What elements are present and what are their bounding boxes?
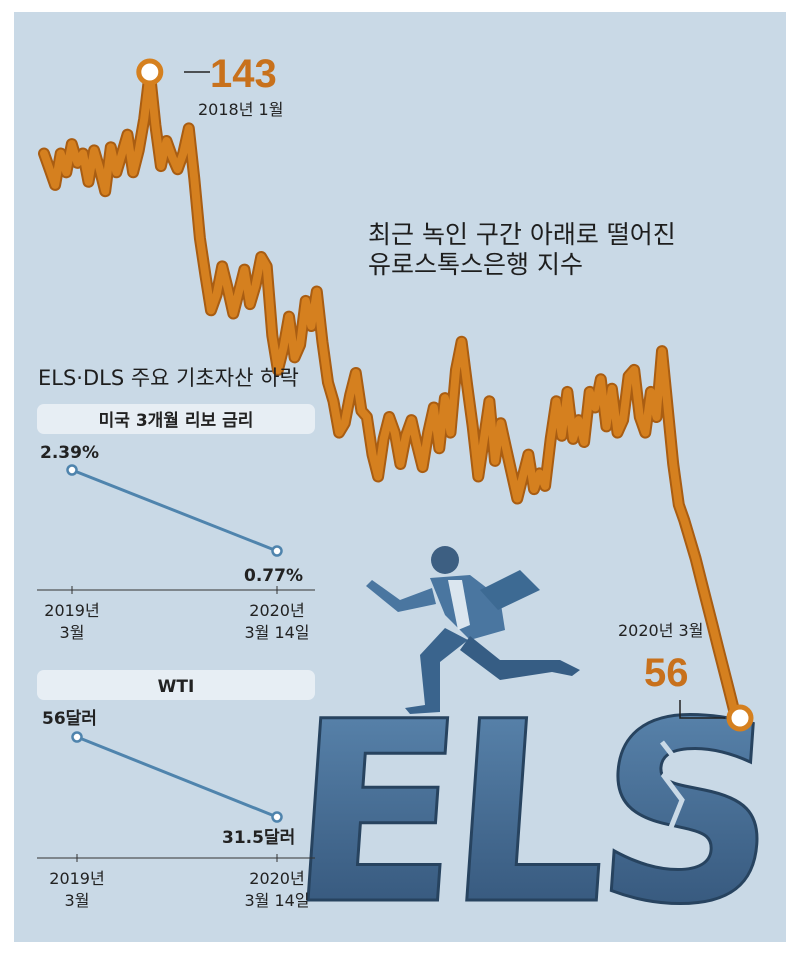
libor-series-group <box>66 464 283 557</box>
els-illustration: ELS <box>279 668 776 955</box>
main-series-group <box>38 58 754 732</box>
wti-title-pill <box>37 670 315 700</box>
libor-point-1 <box>66 464 78 476</box>
main-title-line1: 최근 녹인 구간 아래로 떨어진 <box>368 220 676 249</box>
peak-date-label: 2018년 1월 <box>198 100 283 119</box>
libor-x-label-2b: 3월 14일 <box>244 623 309 642</box>
end-leader-line <box>679 700 725 719</box>
libor-x-label-2a: 2020년 <box>249 601 304 620</box>
wti-x-label-2b: 3월 14일 <box>244 891 309 910</box>
wti-end-label: 31.5달러 <box>222 827 295 848</box>
libor-x-label-1b: 3월 <box>60 623 85 642</box>
section-title: ELS·DLS 주요 기초자산 하락 <box>38 366 299 390</box>
libor-x-label-1a: 2019년 <box>44 601 99 620</box>
libor-title-pill <box>37 404 315 434</box>
businessman-figure <box>366 546 580 714</box>
end-marker <box>726 704 754 732</box>
wti-point-1 <box>71 731 83 743</box>
libor-start-label: 2.39% <box>40 443 99 463</box>
peak-value: 143 <box>210 52 277 96</box>
wti-x-label-1b: 3월 <box>65 891 90 910</box>
wti-series-group <box>71 731 283 823</box>
crack-line <box>660 740 693 862</box>
background-panel <box>14 12 786 942</box>
wti-x-label-2a: 2020년 <box>249 869 304 888</box>
main-title-line2: 유로스톡스은행 지수 <box>368 250 583 279</box>
wti-series-line <box>76 735 278 819</box>
end-date-label: 2020년 3월 <box>618 621 703 640</box>
wti-title: WTI <box>158 677 195 697</box>
peak-marker <box>136 58 164 86</box>
libor-series-line <box>71 468 278 553</box>
libor-point-2 <box>271 545 283 557</box>
wti-point-2 <box>271 811 283 823</box>
wti-start-label: 56달러 <box>42 708 97 729</box>
main-series-line <box>40 68 744 722</box>
libor-end-label: 0.77% <box>244 566 303 586</box>
libor-title: 미국 3개월 리보 금리 <box>99 411 254 431</box>
wti-x-label-1a: 2019년 <box>49 869 104 888</box>
end-value: 56 <box>644 651 689 695</box>
els-word: ELS <box>281 669 775 955</box>
